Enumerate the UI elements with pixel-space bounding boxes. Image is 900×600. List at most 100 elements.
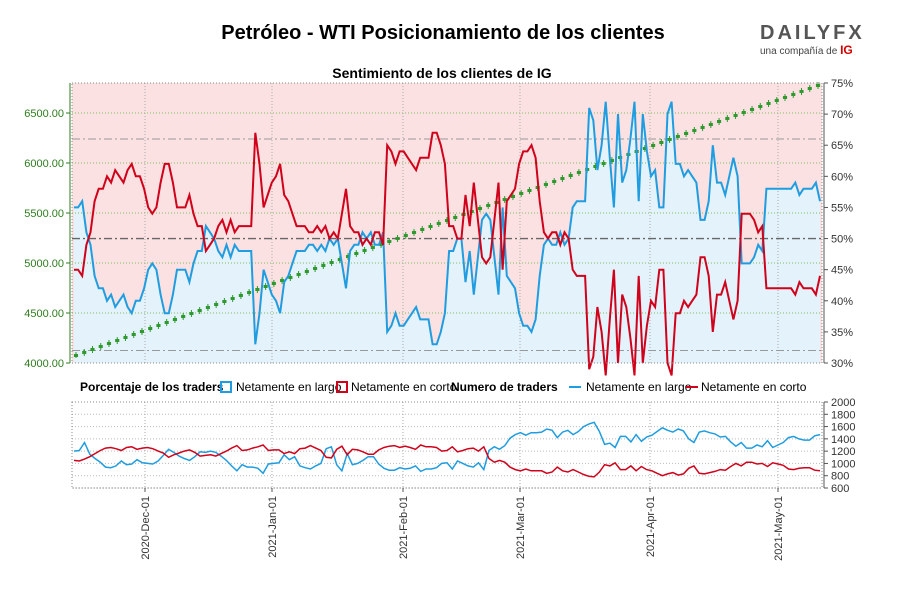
candle-body	[131, 333, 136, 336]
legend-label-long-line: Netamente en largo	[586, 380, 692, 394]
candle-body	[651, 144, 656, 147]
candle-body	[238, 294, 243, 297]
candle-body	[255, 288, 260, 291]
candle-body	[123, 336, 128, 339]
left-tick-label: 5500.00	[24, 208, 64, 220]
count-frame	[71, 401, 823, 489]
candle-body	[288, 276, 293, 279]
candle-body	[791, 93, 796, 96]
x-tick-label: 2021-May-01	[773, 496, 785, 561]
left-tick-label: 4500.00	[24, 308, 64, 320]
candle-body	[395, 237, 400, 240]
candle-body	[139, 330, 145, 333]
candle-body	[444, 219, 450, 222]
count-tick-label: 1400	[831, 434, 855, 446]
candle-body	[552, 180, 557, 183]
left-tick-label: 6500.00	[24, 108, 64, 120]
chart-title: Petróleo - WTI Posicionamiento de los cl…	[221, 22, 665, 44]
logo-subtitle: una compañía de IG	[760, 43, 870, 57]
candle-body	[197, 309, 202, 312]
legend-label-short-box: Netamente en corto	[351, 380, 457, 394]
candle-body	[708, 123, 713, 126]
x-tick-label: 2021-Mar-01	[515, 496, 527, 559]
candle-body	[717, 120, 722, 123]
candle-body	[214, 303, 219, 306]
candle-body	[370, 246, 375, 249]
right-tick-label: 55%	[831, 202, 853, 214]
left-tick-label: 6000.00	[24, 158, 64, 170]
logo-sub-text: una compañía de	[760, 46, 838, 57]
x-tick-label: 2020-Dec-01	[140, 496, 152, 560]
logo-brand: DAILYFX	[760, 22, 865, 44]
candle-body	[181, 315, 186, 318]
right-tick-label: 50%	[831, 234, 853, 246]
candle-body	[560, 177, 565, 180]
net-short-pct-line	[74, 131, 821, 376]
right-tick-label: 40%	[831, 296, 853, 308]
right-tick-label: 65%	[831, 140, 853, 152]
candle-body	[576, 171, 581, 174]
candle-body	[815, 84, 821, 87]
count-tick-label: 1600	[831, 422, 855, 434]
candle-body	[601, 162, 606, 165]
count-tick-label: 600	[831, 483, 849, 495]
candle-body	[486, 204, 491, 207]
candle-body	[304, 270, 309, 273]
legend-swatch-long-box	[220, 381, 232, 393]
short-count-line	[73, 444, 821, 478]
x-tick-label: 2021-Feb-01	[398, 496, 410, 559]
candle-body	[90, 348, 95, 351]
candle-body	[667, 138, 672, 141]
long-count-line	[73, 421, 821, 475]
left-tick-label: 5000.00	[24, 258, 64, 270]
x-tick-label: 2021-Jan-01	[267, 496, 279, 558]
count-tick-label: 1200	[831, 446, 855, 458]
candle-body	[510, 195, 516, 198]
candle-body	[73, 354, 79, 357]
candle-body	[725, 117, 730, 120]
candle-body	[321, 264, 326, 267]
legend-swatch-short-box	[336, 381, 348, 393]
candle-body	[453, 216, 458, 219]
count-tick-label: 1800	[831, 409, 855, 421]
right-tick-label: 75%	[831, 78, 853, 90]
candle-body	[403, 234, 408, 237]
right-tick-label: 35%	[831, 327, 853, 339]
candle-body	[502, 198, 507, 201]
left-tick-label: 4000.00	[24, 358, 64, 370]
candle-body	[378, 243, 384, 246]
candle-body	[263, 285, 268, 288]
candle-body	[362, 249, 367, 252]
candle-body	[247, 291, 252, 294]
candle-body	[692, 129, 697, 132]
long-area	[74, 101, 820, 363]
candle-body	[700, 126, 705, 129]
candle-body	[164, 321, 169, 324]
sentiment-subtitle: Sentimiento de los clientes de IG	[332, 65, 551, 81]
candle-body	[296, 273, 301, 276]
candle-body	[609, 159, 614, 162]
candle-body	[271, 282, 276, 285]
candle-body	[659, 141, 664, 144]
candle-body	[222, 300, 227, 303]
candle-body	[758, 105, 763, 108]
candle-body	[733, 114, 738, 117]
candle-body	[411, 231, 417, 234]
candle-body	[428, 225, 433, 228]
right-tick-label: 45%	[831, 265, 853, 277]
candle-body	[807, 87, 812, 90]
candle-body	[106, 342, 112, 345]
candle-body	[527, 189, 532, 192]
count-tick-label: 2000	[831, 397, 855, 409]
plot-frame	[71, 82, 823, 364]
right-tick-label: 60%	[831, 171, 853, 183]
candle-body	[148, 327, 153, 330]
candle-body	[741, 111, 746, 114]
candle-body	[230, 297, 235, 300]
candle-body	[387, 240, 392, 243]
candle-body	[568, 174, 573, 177]
legend-label-long-box: Netamente en largo	[236, 380, 342, 394]
candle-body	[337, 258, 342, 261]
candle-body	[749, 108, 755, 111]
